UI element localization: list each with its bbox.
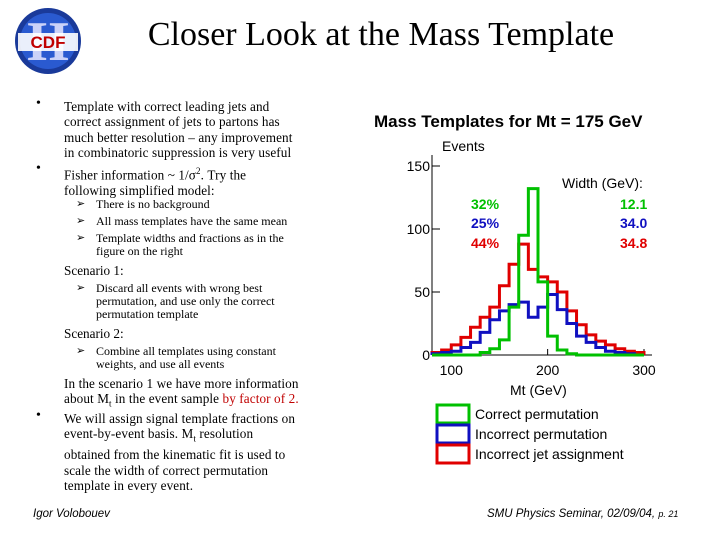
series-correct-permutation xyxy=(432,187,644,357)
scenario-2-label: Scenario 2: xyxy=(64,326,124,341)
width-header: Width (GeV): xyxy=(562,175,643,191)
series-incorrect-permutation xyxy=(430,293,644,357)
bullet-1-text: Template with correct leading jets and c… xyxy=(64,99,293,161)
footer-author: Igor Volobouev xyxy=(33,508,110,520)
fraction-green: 32% xyxy=(471,196,500,212)
arrow-bullet-icon: ➢ xyxy=(76,232,86,244)
width-blue: 34.0 xyxy=(620,215,647,231)
width-green: 12.1 xyxy=(620,196,647,212)
fraction-blue: 25% xyxy=(471,215,500,231)
legend-swatch xyxy=(435,403,471,425)
scenario-1-label: Scenario 1: xyxy=(64,263,124,278)
width-red: 34.8 xyxy=(620,235,647,251)
x-tick-label: 200 xyxy=(536,362,560,378)
bullet-3-text: We will assign signal template fractions… xyxy=(64,411,296,494)
factor-highlight: by factor of 2. xyxy=(222,391,299,407)
legend-label: Correct permutation xyxy=(475,406,599,422)
arrow-bullet-icon: ➢ xyxy=(76,215,86,227)
x-tick-label: 100 xyxy=(440,362,464,378)
logo-text: CDF xyxy=(31,33,66,52)
fraction-red: 44% xyxy=(471,235,500,251)
bullet-dot: • xyxy=(36,408,41,423)
legend-label: Incorrect jet assignment xyxy=(475,446,624,462)
y-tick-label: 100 xyxy=(407,221,431,237)
x-tick-label: 300 xyxy=(632,362,656,378)
legend-swatch xyxy=(435,423,471,445)
y-axis-label: Events xyxy=(442,138,485,154)
y-tick-label: 50 xyxy=(414,284,430,300)
page-number: p. 21 xyxy=(658,509,679,519)
chart-title: Mass Templates for Mt = 175 GeV xyxy=(374,112,643,131)
arrow-bullet-icon: ➢ xyxy=(76,345,86,357)
y-tick-label: 0 xyxy=(422,347,430,363)
arrow-bullet-icon: ➢ xyxy=(76,282,86,294)
arrow-bullet-icon: ➢ xyxy=(76,198,86,210)
bullet-dot: • xyxy=(36,161,41,176)
conclusion-text: In the scenario 1 we have more informati… xyxy=(64,376,299,410)
legend-swatch xyxy=(435,443,471,465)
bullet-dot: • xyxy=(36,96,41,111)
cdf-logo: II CDF xyxy=(15,8,81,74)
x-axis-label: Mt (GeV) xyxy=(510,382,567,398)
legend-label: Incorrect permutation xyxy=(475,426,607,442)
bullet-2-text: Fisher information ~ 1/σ2. Try the follo… xyxy=(64,166,247,198)
y-tick-label: 150 xyxy=(407,158,431,174)
mass-template-chart: Mass Templates for Mt = 175 GeV Events W… xyxy=(374,112,656,465)
footer-venue: SMU Physics Seminar, 02/09/04, p. 21 xyxy=(487,508,679,520)
slide-title: Closer Look at the Mass Template xyxy=(147,16,615,53)
